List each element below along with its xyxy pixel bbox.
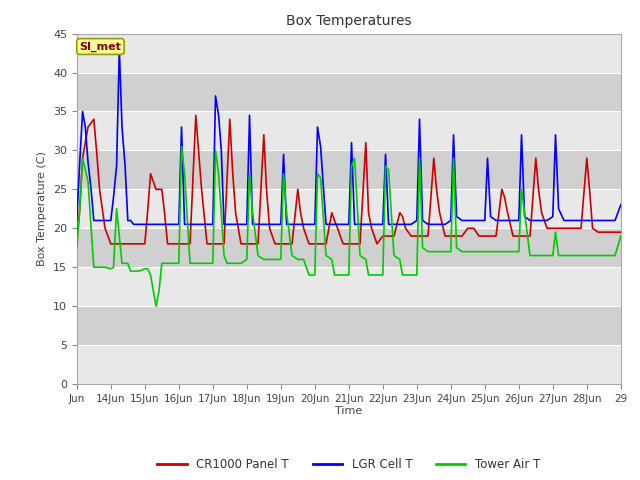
LGR Cell T [195, 221, 202, 227]
LGR Cell T [586, 217, 593, 223]
CR1000 Panel T [107, 241, 115, 247]
Y-axis label: Box Temperature (C): Box Temperature (C) [37, 151, 47, 266]
Tower Air T [178, 144, 186, 149]
Bar [77, 189, 621, 228]
LGR Cell T [549, 214, 557, 219]
LGR Cell T [617, 202, 625, 208]
Bar [77, 228, 621, 267]
Bar [77, 150, 621, 189]
Tower Air T [73, 245, 81, 251]
Bar [77, 72, 621, 111]
CR1000 Panel T [192, 112, 200, 118]
Line: CR1000 Panel T: CR1000 Panel T [77, 115, 621, 244]
Bar [77, 34, 621, 72]
CR1000 Panel T [402, 226, 410, 231]
LGR Cell T [115, 46, 123, 52]
Bar [77, 267, 621, 306]
LGR Cell T [379, 221, 387, 227]
CR1000 Panel T [509, 233, 517, 239]
Bar [77, 345, 621, 384]
Tower Air T [617, 233, 625, 239]
CR1000 Panel T [365, 210, 372, 216]
CR1000 Panel T [617, 229, 625, 235]
X-axis label: Time: Time [335, 407, 362, 417]
Tower Air T [589, 252, 596, 258]
LGR Cell T [464, 217, 472, 223]
Legend: CR1000 Panel T, LGR Cell T, Tower Air T: CR1000 Panel T, LGR Cell T, Tower Air T [153, 454, 545, 476]
LGR Cell T [73, 217, 81, 223]
Tower Air T [109, 264, 117, 270]
LGR Cell T [356, 221, 364, 227]
CR1000 Panel T [228, 167, 236, 173]
CR1000 Panel T [73, 237, 81, 243]
Tower Air T [433, 249, 440, 254]
Line: Tower Air T: Tower Air T [77, 146, 621, 306]
CR1000 Panel T [555, 226, 563, 231]
Tower Air T [450, 156, 458, 161]
LGR Cell T [130, 221, 138, 227]
Line: LGR Cell T: LGR Cell T [77, 49, 621, 224]
Tower Air T [416, 156, 424, 161]
Title: Box Temperatures: Box Temperatures [286, 14, 412, 28]
Bar [77, 306, 621, 345]
Text: SI_met: SI_met [79, 41, 122, 52]
Tower Air T [152, 303, 160, 309]
CR1000 Panel T [96, 186, 104, 192]
Bar [77, 111, 621, 150]
Tower Air T [603, 252, 611, 258]
